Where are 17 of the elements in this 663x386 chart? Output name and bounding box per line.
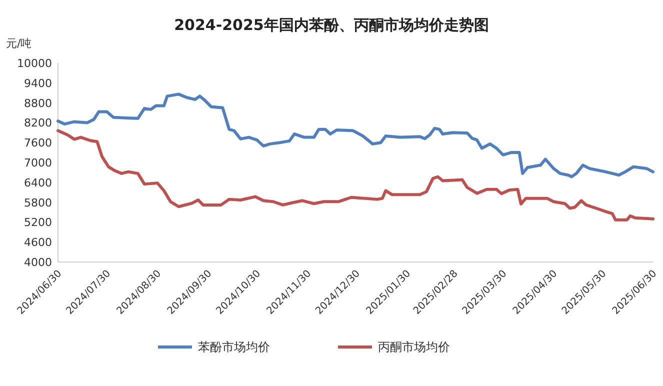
y-axis-title: 元/吨 bbox=[6, 37, 32, 50]
y-tick-label: 6400 bbox=[24, 176, 52, 190]
legend-label: 苯酚市场均价 bbox=[198, 340, 270, 354]
line-series bbox=[56, 92, 654, 178]
y-tick-label: 9400 bbox=[24, 76, 52, 90]
y-tick-label: 7000 bbox=[24, 156, 52, 170]
y-tick-label: 5800 bbox=[24, 196, 52, 210]
y-tick-label: 7600 bbox=[24, 136, 52, 150]
y-tick-label: 4000 bbox=[24, 256, 52, 269]
chart-title: 2024-2025年国内苯酚、丙酮市场均价走势图 bbox=[174, 16, 489, 34]
y-tick-label: 5200 bbox=[24, 216, 52, 230]
y-tick-label: 8200 bbox=[24, 116, 52, 130]
y-tick-label: 8800 bbox=[24, 96, 52, 110]
legend-label: 丙酮市场均价 bbox=[378, 340, 450, 354]
y-tick-label: 10000 bbox=[17, 57, 52, 70]
y-tick-label: 4600 bbox=[24, 236, 52, 250]
line-series bbox=[56, 129, 654, 222]
